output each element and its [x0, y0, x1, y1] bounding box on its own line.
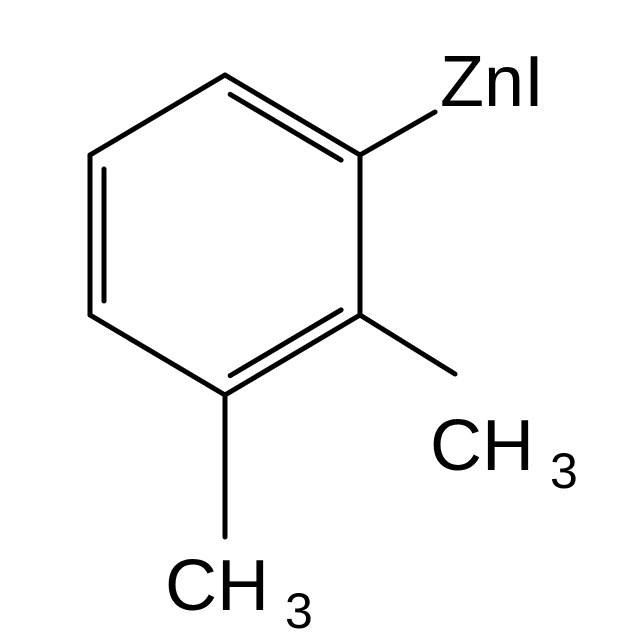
- atom-label-1-0: CH: [430, 406, 534, 486]
- atom-label-0-0: ZnI: [440, 42, 544, 122]
- atom-label-1-1: 3: [550, 443, 578, 499]
- molecule-diagram: ZnI CH 3 CH 3: [0, 0, 639, 640]
- atom-label-2-1: 3: [285, 583, 313, 639]
- atom-label-2-0: CH: [165, 546, 269, 626]
